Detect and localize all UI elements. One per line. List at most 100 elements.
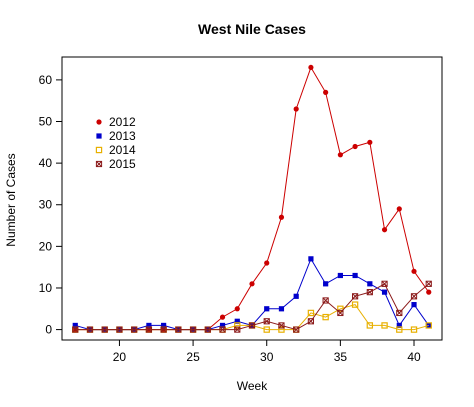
point-2015 xyxy=(410,293,418,300)
point-cross-b-2015 xyxy=(145,326,152,333)
point-box-2015 xyxy=(160,326,167,333)
point-2012 xyxy=(264,260,270,266)
point-box-2015 xyxy=(263,318,270,325)
point-box-2015 xyxy=(101,326,108,333)
legend-label-2012: 2012 xyxy=(109,115,136,129)
legend-label-2013: 2013 xyxy=(109,129,136,143)
series-line-2013 xyxy=(75,257,430,331)
point-2013 xyxy=(264,306,270,312)
point-2015 xyxy=(278,322,285,329)
point-2013 xyxy=(396,322,402,329)
point-2014 xyxy=(322,313,329,321)
point-box-2015 xyxy=(352,293,359,300)
point-cross-b-2015 xyxy=(249,322,255,329)
point-box-2015 xyxy=(366,289,373,296)
point-2015 xyxy=(293,326,300,333)
point-2014 xyxy=(307,309,315,317)
point-cross-b-2015 xyxy=(219,326,226,333)
point-2012 xyxy=(396,206,402,212)
point-cross-b-2015 xyxy=(87,326,93,333)
point-2015 xyxy=(352,293,359,300)
point-2015 xyxy=(116,326,123,333)
point-2015 xyxy=(175,326,182,333)
point-cross-b-2015 xyxy=(278,322,285,329)
point-2015 xyxy=(396,309,403,317)
point-box-2015 xyxy=(175,326,182,333)
point-2015 xyxy=(234,326,241,333)
point-box-2015 xyxy=(410,293,418,300)
point-box-2015 xyxy=(381,280,388,287)
point-cross-b-2015 xyxy=(204,326,211,333)
point-2012 xyxy=(367,139,373,145)
point-cross-b-2015 xyxy=(175,326,182,333)
point-cross-b-2015 xyxy=(101,326,108,333)
point-2012 xyxy=(234,306,240,312)
point-2015 xyxy=(72,326,79,333)
point-box-2015 xyxy=(396,309,403,317)
point-2012 xyxy=(308,64,314,71)
point-2015 xyxy=(131,326,138,333)
point-2012 xyxy=(219,314,226,320)
point-2014 xyxy=(381,322,388,329)
point-2015 xyxy=(337,309,344,317)
point-2015 xyxy=(95,160,103,168)
series-2012 xyxy=(72,64,432,333)
point-2015 xyxy=(381,280,388,287)
point-cross-b-2015 xyxy=(307,318,314,325)
point-2012 xyxy=(278,214,285,220)
point-2015 xyxy=(307,318,315,325)
series-group xyxy=(72,64,432,333)
point-box-2015 xyxy=(425,280,432,287)
point-2015 xyxy=(160,326,167,333)
point-2012 xyxy=(96,119,102,125)
point-2013 xyxy=(367,281,373,287)
point-box-2015 xyxy=(293,326,300,333)
point-2015 xyxy=(219,326,226,333)
point-cross-b-2015 xyxy=(381,280,388,287)
plot-frame xyxy=(61,56,443,341)
x-tick-label: 40 xyxy=(407,350,421,364)
point-2013 xyxy=(426,322,432,329)
point-2015 xyxy=(101,326,108,333)
point-2012 xyxy=(293,106,299,112)
point-2015 xyxy=(204,326,211,333)
series-2013 xyxy=(72,256,432,333)
point-2014 xyxy=(95,146,103,154)
point-box-2015 xyxy=(234,326,241,333)
point-2015 xyxy=(86,326,94,333)
point-2013 xyxy=(411,302,417,308)
point-2012 xyxy=(249,281,255,287)
point-2013 xyxy=(72,322,78,329)
point-2013 xyxy=(323,281,329,287)
y-tick-label: 20 xyxy=(39,239,53,253)
point-2014 xyxy=(410,326,418,333)
point-cross-b-2015 xyxy=(322,297,329,304)
point-box-2015 xyxy=(219,326,226,333)
point-cross-b-2015 xyxy=(263,318,270,325)
point-2012 xyxy=(352,143,358,150)
x-tick-label: 25 xyxy=(186,350,200,364)
y-tick-label: 10 xyxy=(39,281,53,295)
point-2013 xyxy=(234,318,240,324)
point-cross-b-2015 xyxy=(96,161,102,167)
point-box-2015 xyxy=(189,326,197,333)
point-box-2015 xyxy=(131,326,138,333)
point-2013 xyxy=(308,256,314,262)
point-2015 xyxy=(322,297,329,304)
point-cross-b-2015 xyxy=(116,326,123,333)
series-2015 xyxy=(72,280,432,333)
point-2012 xyxy=(426,289,432,295)
point-cross-b-2015 xyxy=(352,293,359,300)
chart-title: West Nile Cases xyxy=(198,21,306,37)
y-axis-label: Number of Cases xyxy=(4,153,18,246)
y-tick-label: 50 xyxy=(39,115,53,129)
point-2013 xyxy=(352,272,358,279)
y-tick-label: 40 xyxy=(39,156,53,170)
point-box-2015 xyxy=(95,160,103,168)
point-box-2015 xyxy=(337,309,344,317)
point-box-2015 xyxy=(307,318,315,325)
point-2015 xyxy=(425,280,432,287)
point-2014 xyxy=(263,326,270,333)
